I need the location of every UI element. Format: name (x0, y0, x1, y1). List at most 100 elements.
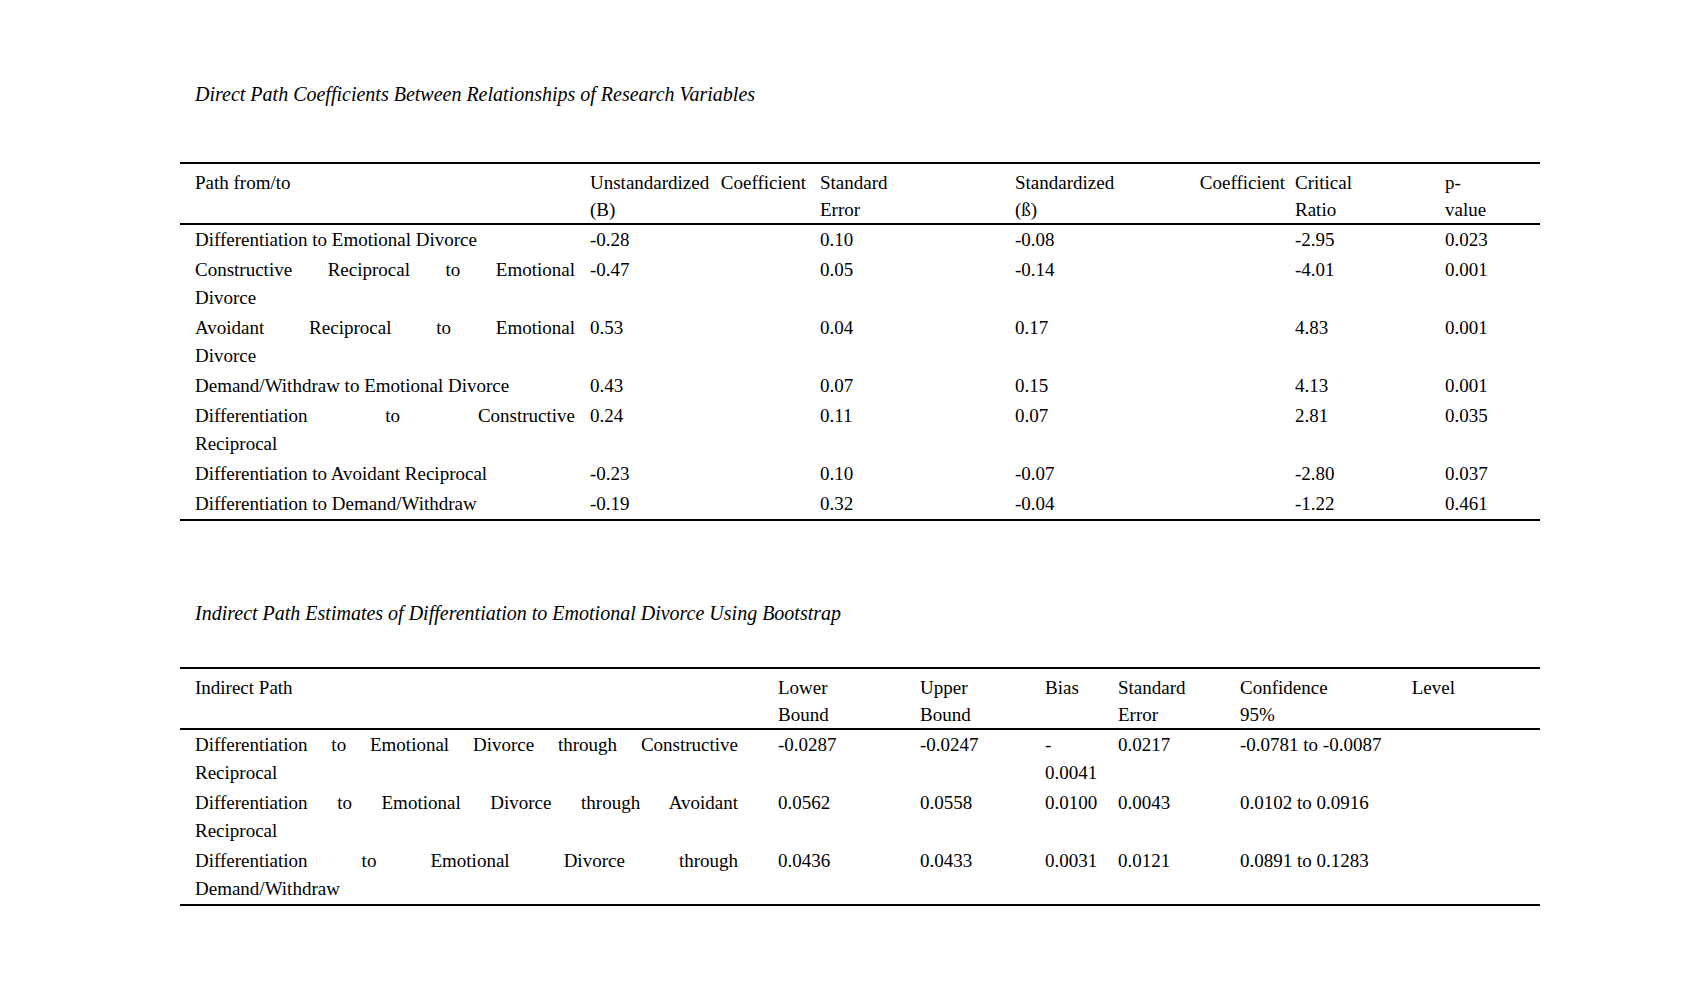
value-cell-line: 0.10 (820, 226, 1015, 254)
path-cell: Constructive Reciprocal to EmotionalDivo… (180, 255, 590, 313)
header-row: Path from/to Unstandardized Coefficient(B… (180, 163, 1540, 224)
column-header: Unstandardized Coefficient(B) (590, 163, 820, 224)
value-cell-line: 0.0121 (1118, 847, 1240, 875)
value-cell: -0.28 (590, 224, 820, 255)
path-cell-line: Differentiation to Emotional Divorce thr… (195, 731, 738, 759)
column-header-line: Ratio (1295, 196, 1445, 223)
table-row: Differentiation to Emotional Divorce thr… (180, 788, 1540, 846)
value-cell: 0.43 (590, 371, 820, 401)
column-header: StandardError (820, 163, 1015, 224)
value-cell-line: 0.07 (820, 372, 1015, 400)
value-cell: 0.0562 (778, 788, 920, 846)
value-cell-line: 0.023 (1445, 226, 1540, 254)
value-cell: 0.10 (820, 459, 1015, 489)
value-cell-line: 0.035 (1445, 402, 1540, 430)
column-header-line: Bound (920, 701, 1045, 728)
column-header: CriticalRatio (1295, 163, 1445, 224)
value-cell-line: -0.07 (1015, 460, 1295, 488)
value-cell: -4.01 (1295, 255, 1445, 313)
path-cell-line: Differentiation to Emotional Divorce (195, 226, 575, 254)
value-cell: 0.0217 (1118, 729, 1240, 788)
column-header: LowerBound (778, 668, 920, 729)
column-header-line: Confidence Level (1240, 674, 1455, 701)
value-cell: -0.0287 (778, 729, 920, 788)
value-cell-line: 2.81 (1295, 402, 1445, 430)
table-row: Differentiation to ConstructiveReciproca… (180, 401, 1540, 459)
value-cell: 0.001 (1445, 313, 1540, 371)
value-cell: 0.0558 (920, 788, 1045, 846)
column-header-line: Unstandardized Coefficient (590, 169, 806, 196)
value-cell-line: - (1045, 731, 1118, 759)
path-cell: Differentiation to Emotional Divorce (180, 224, 590, 255)
path-cell-line: Demand/Withdraw to Emotional Divorce (195, 372, 575, 400)
column-header: Confidence Level95% (1240, 668, 1540, 729)
path-cell-line: Differentiation to Constructive (195, 402, 575, 430)
column-header-line: Path from/to (195, 169, 575, 196)
value-cell-line: 0.0031 (1045, 847, 1118, 875)
value-cell-line: 0.0562 (778, 789, 920, 817)
direct-paths-table: Path from/to Unstandardized Coefficient(B… (180, 162, 1540, 521)
value-cell-line: 0.0433 (920, 847, 1045, 875)
value-cell: -0.0781 to -0.0087 (1240, 729, 1540, 788)
path-cell-line: Reciprocal (195, 759, 738, 787)
value-cell-line: 0.07 (1015, 402, 1295, 430)
table-row: Differentiation to Demand/Withdraw -0.19 0… (180, 489, 1540, 520)
value-cell: -0.0247 (920, 729, 1045, 788)
column-header: UpperBound (920, 668, 1045, 729)
column-header: p-value (1445, 163, 1540, 224)
value-cell-line: 0.15 (1015, 372, 1295, 400)
path-cell-line: Divorce (195, 284, 575, 312)
value-cell-line: 4.83 (1295, 314, 1445, 342)
value-cell: 0.04 (820, 313, 1015, 371)
value-cell: 0.037 (1445, 459, 1540, 489)
value-cell-line: -0.0247 (920, 731, 1045, 759)
value-cell: -0.0041 (1045, 729, 1118, 788)
column-header: Standardized Coefficient(ß) (1015, 163, 1295, 224)
value-cell-line: 0.0558 (920, 789, 1045, 817)
value-cell-line: 0.0100 (1045, 789, 1118, 817)
value-cell: 0.10 (820, 224, 1015, 255)
path-cell-line: Differentiation to Emotional Divorce thr… (195, 847, 738, 875)
value-cell: 0.0121 (1118, 846, 1240, 905)
column-header: StandardError (1118, 668, 1240, 729)
value-cell-line: 0.001 (1445, 256, 1540, 284)
value-cell-line: 0.04 (820, 314, 1015, 342)
path-cell-line: Reciprocal (195, 430, 575, 458)
column-header-line: Standard (820, 169, 1015, 196)
value-cell-line: 4.13 (1295, 372, 1445, 400)
value-cell-line: -4.01 (1295, 256, 1445, 284)
path-cell: Differentiation to ConstructiveReciproca… (180, 401, 590, 459)
indirect-paths-table: Indirect PathLowerBoundUpperBoundBiasSta… (180, 667, 1540, 906)
value-cell: 0.035 (1445, 401, 1540, 459)
path-cell: Differentiation to Emotional Divorce thr… (180, 729, 778, 788)
value-cell-line: 0.05 (820, 256, 1015, 284)
path-cell: Differentiation to Emotional Divorce thr… (180, 788, 778, 846)
document-page: Direct Path Coefficients Between Relatio… (0, 82, 1540, 906)
column-header: Indirect Path (180, 668, 778, 729)
value-cell: 0.05 (820, 255, 1015, 313)
value-cell-line: 0.001 (1445, 372, 1540, 400)
value-cell: -0.23 (590, 459, 820, 489)
value-cell-line: 0.0043 (1118, 789, 1240, 817)
header-row: Indirect PathLowerBoundUpperBoundBiasSta… (180, 668, 1540, 729)
value-cell: -0.19 (590, 489, 820, 520)
path-cell-line: Differentiation to Avoidant Reciprocal (195, 460, 575, 488)
table-row: Differentiation to Emotional Divorce thr… (180, 846, 1540, 905)
direct-paths-table-title: Direct Path Coefficients Between Relatio… (180, 82, 1540, 106)
value-cell-line: -0.47 (590, 256, 820, 284)
value-cell: 0.0891 to 0.1283 (1240, 846, 1540, 905)
value-cell-line: 0.001 (1445, 314, 1540, 342)
value-cell: -1.22 (1295, 489, 1445, 520)
value-cell-line: 0.461 (1445, 490, 1540, 518)
direct-paths-table-header: Path from/to Unstandardized Coefficient(B… (180, 163, 1540, 224)
path-cell: Differentiation to Demand/Withdraw (180, 489, 590, 520)
value-cell: -0.04 (1015, 489, 1295, 520)
value-cell: 0.07 (1015, 401, 1295, 459)
path-cell: Differentiation to Avoidant Reciprocal (180, 459, 590, 489)
value-cell-line: -0.0287 (778, 731, 920, 759)
value-cell: -2.80 (1295, 459, 1445, 489)
path-cell-line: Constructive Reciprocal to Emotional (195, 256, 575, 284)
value-cell: 0.023 (1445, 224, 1540, 255)
column-header-line: Bias (1045, 674, 1118, 701)
path-cell-line: Differentiation to Demand/Withdraw (195, 490, 575, 518)
